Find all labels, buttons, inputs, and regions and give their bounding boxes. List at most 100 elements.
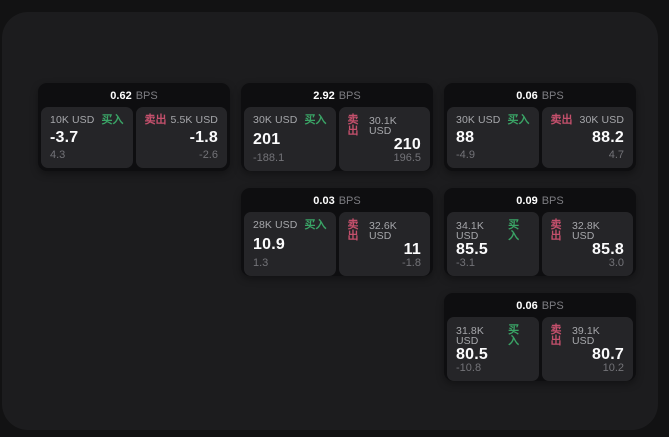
spread-value: 2.92	[313, 90, 335, 102]
sell-notional: 5.5K USD	[170, 114, 218, 127]
buy-sub-value: -188.1	[253, 152, 285, 164]
spread-unit-label: BPS	[541, 195, 564, 207]
sell-quote-tile[interactable]: 卖出 39.1K USD 80.7 10.2	[541, 317, 633, 381]
spread-value: 0.09	[516, 195, 538, 207]
spread-value: 0.06	[516, 300, 538, 312]
buy-quote-tile[interactable]: 30K USD 买入 88 -4.9	[447, 107, 539, 168]
sell-side-label: 卖出	[550, 114, 573, 126]
card-spread-header: 0.06 BPS	[447, 86, 633, 107]
buy-quote-tile[interactable]: 28K USD 买入 10.9 1.3	[244, 212, 336, 276]
sell-quote-tile[interactable]: 卖出 30K USD 88.2 4.7	[541, 107, 633, 168]
buy-notional: 10K USD	[50, 114, 95, 127]
quotes-surface: 0.62 BPS 10K USD 买入 -3.7 4.3 卖出 5.5K USD	[2, 12, 658, 430]
buy-sub-value: 1.3	[253, 257, 269, 269]
buy-tile-top: 31.8K USD 买入	[456, 325, 530, 347]
sell-quote-tile[interactable]: 卖出 32.6K USD 11 -1.8	[338, 212, 430, 276]
sell-price: 88.2	[592, 129, 624, 146]
quote-panels: 34.1K USD 买入 85.5 -3.1 卖出 32.8K USD 85.8…	[447, 212, 633, 276]
quote-panels: 28K USD 买入 10.9 1.3 卖出 32.6K USD 11 -1.8	[244, 212, 430, 276]
card-spread-header: 0.06 BPS	[447, 296, 633, 317]
buy-price: 85.5	[456, 241, 488, 258]
buy-notional: 30K USD	[456, 114, 501, 127]
sell-sub-value: 4.7	[608, 149, 624, 161]
card-spread-header: 2.92 BPS	[244, 86, 430, 107]
buy-notional: 28K USD	[253, 219, 298, 232]
card-spread-header: 0.03 BPS	[244, 191, 430, 212]
buy-tile-top: 34.1K USD 买入	[456, 220, 530, 242]
buy-notional: 31.8K USD	[456, 324, 484, 347]
buy-price: 201	[253, 130, 281, 148]
buy-quote-tile[interactable]: 31.8K USD 买入 80.5 -10.8	[447, 317, 539, 381]
spread-value: 0.06	[516, 90, 538, 102]
spread-unit-label: BPS	[541, 300, 564, 312]
sell-price: 85.8	[592, 241, 624, 258]
quote-card: 0.09 BPS 34.1K USD 买入 85.5 -3.1 卖出 32.8K…	[444, 188, 636, 276]
sell-price: 210	[393, 136, 421, 153]
sell-notional: 39.1K USD	[571, 324, 600, 347]
sell-notional: 32.6K USD	[368, 219, 397, 242]
buy-sub-value: -4.9	[456, 149, 475, 161]
quote-card: 0.06 BPS 31.8K USD 买入 80.5 -10.8 卖出 39.1…	[444, 293, 636, 381]
buy-side-label: 买入	[507, 114, 530, 126]
buy-sub-value: -10.8	[456, 362, 482, 374]
quote-panels: 31.8K USD 买入 80.5 -10.8 卖出 39.1K USD 80.…	[447, 317, 633, 381]
sell-side-label: 卖出	[550, 324, 562, 347]
sell-price: -1.8	[189, 129, 218, 146]
sell-tile-top: 卖出 5.5K USD	[145, 115, 219, 126]
sell-quote-tile[interactable]: 卖出 32.8K USD 85.8 3.0	[541, 212, 633, 276]
buy-price: 88	[456, 129, 475, 146]
sell-notional: 30K USD	[579, 114, 624, 127]
sell-tile-top: 卖出 39.1K USD	[551, 325, 625, 347]
buy-side-label: 买入	[508, 324, 520, 347]
buy-price: 80.5	[456, 346, 488, 363]
quote-panels: 30K USD 买入 88 -4.9 卖出 30K USD 88.2 4.7	[447, 107, 633, 168]
buy-sub-value: -3.1	[456, 257, 475, 269]
sell-sub-value: -2.6	[199, 149, 218, 161]
sell-tile-top: 卖出 30.1K USD	[348, 115, 422, 137]
sell-price: 11	[403, 241, 421, 258]
buy-tile-top: 30K USD 买入	[456, 115, 530, 126]
buy-side-label: 买入	[508, 219, 520, 242]
sell-sub-value: 196.5	[393, 152, 421, 164]
quote-panels: 30K USD 买入 201 -188.1 卖出 30.1K USD 210 1…	[244, 107, 430, 171]
buy-price: -3.7	[50, 129, 79, 146]
sell-side-label: 卖出	[347, 114, 359, 137]
quote-card: 0.06 BPS 30K USD 买入 88 -4.9 卖出 30K USD	[444, 83, 636, 171]
buy-quote-tile[interactable]: 30K USD 买入 201 -188.1	[244, 107, 336, 171]
sell-tile-top: 卖出 32.8K USD	[551, 220, 625, 242]
buy-quote-tile[interactable]: 34.1K USD 买入 85.5 -3.1	[447, 212, 539, 276]
card-spread-header: 0.09 BPS	[447, 191, 633, 212]
card-spread-header: 0.62 BPS	[41, 86, 227, 107]
spread-unit-label: BPS	[338, 90, 361, 102]
sell-sub-value: 3.0	[608, 257, 624, 269]
sell-side-label: 卖出	[550, 219, 562, 242]
sell-tile-top: 卖出 32.6K USD	[348, 220, 422, 242]
sell-side-label: 卖出	[144, 114, 167, 126]
buy-side-label: 买入	[304, 219, 327, 231]
spread-unit-label: BPS	[338, 195, 361, 207]
buy-tile-top: 30K USD 买入	[253, 115, 327, 126]
quote-cards-grid: 0.62 BPS 10K USD 买入 -3.7 4.3 卖出 5.5K USD	[38, 83, 636, 381]
spread-value: 0.62	[110, 90, 132, 102]
sell-sub-value: -1.8	[402, 257, 421, 269]
sell-quote-tile[interactable]: 卖出 30.1K USD 210 196.5	[338, 107, 430, 171]
sell-quote-tile[interactable]: 卖出 5.5K USD -1.8 -2.6	[135, 107, 227, 168]
buy-tile-top: 10K USD 买入	[50, 115, 124, 126]
quote-card: 0.62 BPS 10K USD 买入 -3.7 4.3 卖出 5.5K USD	[38, 83, 230, 171]
sell-price: 80.7	[592, 346, 624, 363]
spread-unit-label: BPS	[135, 90, 158, 102]
sell-notional: 32.8K USD	[571, 219, 600, 242]
quote-card: 0.03 BPS 28K USD 买入 10.9 1.3 卖出 32.6K US…	[241, 188, 433, 276]
buy-tile-top: 28K USD 买入	[253, 220, 327, 231]
buy-notional: 34.1K USD	[456, 219, 484, 242]
sell-tile-top: 卖出 30K USD	[551, 115, 625, 126]
sell-sub-value: 10.2	[602, 362, 624, 374]
spread-value: 0.03	[313, 195, 335, 207]
spread-unit-label: BPS	[541, 90, 564, 102]
buy-quote-tile[interactable]: 10K USD 买入 -3.7 4.3	[41, 107, 133, 168]
buy-sub-value: 4.3	[50, 149, 66, 161]
sell-notional: 30.1K USD	[368, 114, 397, 137]
sell-side-label: 卖出	[347, 219, 359, 242]
buy-price: 10.9	[253, 235, 285, 253]
buy-side-label: 买入	[101, 114, 124, 126]
